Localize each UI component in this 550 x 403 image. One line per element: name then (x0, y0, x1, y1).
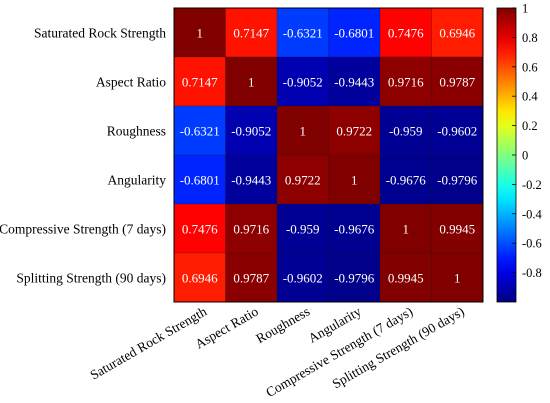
heatmap-cell (379, 252, 432, 303)
heatmap-cell (379, 154, 432, 205)
heatmap-cell (379, 203, 432, 254)
cell-value-label: -0.6321 (283, 26, 323, 41)
heatmap-cell (225, 56, 278, 107)
colorbar-tick-label: -0.8 (522, 266, 542, 280)
heatmap-cell (328, 7, 381, 58)
colorbar-tick-label: 0.2 (522, 119, 538, 133)
colorbar-tick-label: 0.6 (522, 60, 538, 74)
colorbar-tick-label: -0.2 (522, 178, 542, 192)
heatmap-cell (225, 105, 278, 156)
heatmap-frame (173, 7, 484, 303)
heatmap-cell (173, 154, 226, 205)
colorbar-tick-label: -0.4 (522, 207, 543, 221)
heatmap-cell (173, 252, 226, 303)
row-label: Roughness (107, 124, 166, 139)
cell-value-label: 1 (300, 124, 307, 139)
cell-value-label: -0.9052 (231, 124, 271, 139)
heatmap-cell (379, 7, 432, 58)
colorbar-tick-label: 0.8 (522, 31, 538, 45)
heatmap-cell (431, 252, 484, 303)
cell-value-label: 0.7147 (233, 26, 269, 41)
heatmap-cell (431, 105, 484, 156)
heatmap-cell (328, 203, 381, 254)
row-label: Aspect Ratio (96, 75, 166, 90)
cell-value-label: 0.7476 (182, 222, 218, 237)
heatmap-cell (276, 154, 329, 205)
cell-value-label: 1 (351, 173, 358, 188)
cell-value-label: -0.9443 (231, 173, 271, 188)
heatmap-cell (328, 105, 381, 156)
heatmap-cell (431, 7, 484, 58)
cell-value-label: 0.9945 (439, 222, 475, 237)
cell-value-label: 1 (248, 75, 255, 90)
colorbar-tick-label: 0.4 (522, 90, 538, 104)
cell-value-label: -0.9796 (334, 271, 375, 286)
heatmap-cell (276, 203, 329, 254)
cell-value-label: 1 (454, 271, 461, 286)
cell-value-label: 0.9787 (233, 271, 269, 286)
row-label: Splitting Strength (90 days) (16, 271, 166, 286)
cell-value-label: 0.9722 (336, 124, 372, 139)
colorbar-tick-label: 1 (522, 2, 528, 16)
heatmap-cell (173, 105, 226, 156)
cell-value-label: -0.9443 (334, 75, 374, 90)
cell-value-label: -0.959 (389, 124, 423, 139)
colorbar-tick-label: 0 (522, 149, 528, 163)
cell-value-label: -0.9676 (386, 173, 427, 188)
heatmap-cell (431, 56, 484, 107)
colorbar-tick-label: -0.6 (522, 237, 542, 251)
cell-value-label: -0.9796 (437, 173, 478, 188)
cell-value-label: 0.7147 (182, 75, 218, 90)
colorbar: 1 0.8 0.6 0.4 0.2 0 -0.2 -0.4 -0.6 -0.8 (496, 2, 543, 303)
cell-value-label: 1 (403, 222, 410, 237)
cell-value-label: 0.6946 (182, 271, 218, 286)
cell-value-label: -0.9676 (334, 222, 375, 237)
heatmap-cell (173, 203, 226, 254)
cell-value-label: 0.9787 (439, 75, 475, 90)
column-label: Saturated Rock Strength (87, 303, 209, 382)
cell-value-label: -0.959 (286, 222, 320, 237)
cell-value-label: -0.6801 (334, 26, 374, 41)
heatmap-cell (225, 7, 278, 58)
row-label: Saturated Rock Strength (34, 26, 166, 41)
heatmap-cell (225, 154, 278, 205)
heatmap-cell (328, 154, 381, 205)
cell-value-label: 1 (197, 26, 204, 41)
heatmap-cell (379, 105, 432, 156)
cell-value-label: -0.6321 (180, 124, 220, 139)
cell-value-label: 0.9945 (388, 271, 424, 286)
column-label: Roughness (253, 304, 312, 347)
cell-value-label: -0.6801 (180, 173, 220, 188)
cell-value-label: 0.9716 (388, 75, 424, 90)
heatmap-cells: 1 0.7147 -0.6321 -0.6801 0.7476 0.6946 0.7147 1… (173, 7, 484, 303)
cell-value-label: -0.9602 (437, 124, 477, 139)
row-labels: Saturated Rock Strength Aspect Ratio Rough… (0, 26, 166, 286)
row-label: Compressive Strength (7 days) (0, 222, 166, 237)
cell-value-label: -0.9052 (283, 75, 323, 90)
cell-value-label: 0.6946 (439, 26, 475, 41)
cell-value-label: -0.9602 (283, 271, 323, 286)
row-label: Angularity (108, 173, 167, 188)
cell-value-label: 0.9716 (233, 222, 269, 237)
cell-value-label: 0.9722 (285, 173, 321, 188)
heatmap-cell (328, 56, 381, 107)
cell-value-label: 0.7476 (388, 26, 424, 41)
heatmap-cell (173, 7, 226, 58)
